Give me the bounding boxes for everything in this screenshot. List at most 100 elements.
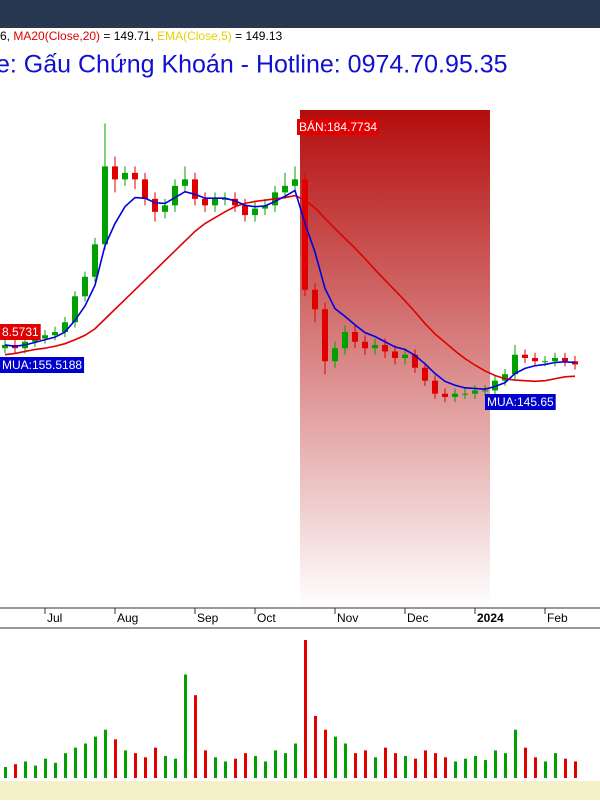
- candle-body: [282, 185, 288, 193]
- volume-bar: [534, 757, 537, 778]
- indicator-line: [4, 189, 576, 390]
- volume-bar: [74, 747, 77, 778]
- volume-bar: [524, 747, 527, 778]
- candle-body: [512, 354, 518, 375]
- candle-body: [402, 354, 408, 358]
- candle-body: [82, 276, 88, 297]
- volume-bar: [114, 739, 117, 778]
- candle-body: [462, 393, 468, 395]
- volume-bar: [84, 743, 87, 778]
- candle-body: [502, 374, 508, 381]
- volume-bar: [264, 761, 267, 778]
- volume-bar: [444, 757, 447, 778]
- candle-body: [222, 198, 228, 200]
- volume-bar: [104, 729, 107, 778]
- x-tick-label: Dec: [407, 611, 428, 625]
- volume-bar: [34, 765, 37, 778]
- candle-body: [412, 354, 418, 368]
- annotation-box: [0, 357, 85, 373]
- annotation-label: BÁN:184.7734: [299, 119, 377, 134]
- x-tick-label: Feb: [547, 611, 568, 625]
- volume-bar: [554, 753, 557, 778]
- legend-text: = 149.71,: [100, 29, 157, 43]
- candle-body: [382, 344, 388, 352]
- candle-body: [452, 393, 458, 397]
- candle-body: [152, 198, 158, 212]
- volume-bar: [334, 736, 337, 778]
- volume-bar: [414, 758, 417, 778]
- volume-bar: [354, 753, 357, 778]
- volume-bar: [484, 760, 487, 778]
- volume-bar: [134, 753, 137, 778]
- volume-bar: [4, 766, 7, 778]
- volume-bar: [44, 758, 47, 778]
- volume-bar: [464, 758, 467, 778]
- candle-body: [142, 179, 148, 199]
- volume-bar: [494, 750, 497, 778]
- candle-body: [302, 179, 308, 290]
- candle-body: [72, 296, 78, 323]
- legend-text: = 149.13: [232, 29, 283, 43]
- volume-bar: [194, 695, 197, 778]
- bottom-bar: [0, 781, 600, 800]
- candle-body: [562, 357, 568, 362]
- volume-bar: [514, 729, 517, 778]
- volume-bar: [164, 755, 167, 778]
- candle-body: [132, 172, 138, 180]
- volume-bar: [364, 750, 367, 778]
- candle-body: [432, 380, 438, 394]
- volume-bar: [394, 753, 397, 778]
- candle-body: [192, 179, 198, 199]
- x-tick-label: Sep: [197, 611, 219, 625]
- legend-text: MA20(Close,20): [13, 29, 100, 43]
- volume-bar: [154, 747, 157, 778]
- legend-text: EMA(Close,5): [157, 29, 232, 43]
- volume-bar: [344, 743, 347, 778]
- annotation-label: 8.5731: [2, 325, 39, 339]
- volume-bar: [384, 747, 387, 778]
- volume-bar: [424, 750, 427, 778]
- candle-body: [292, 179, 298, 186]
- volume-bar: [454, 761, 457, 778]
- candle-body: [252, 208, 258, 216]
- x-tick-label: Oct: [257, 611, 276, 625]
- volume-bar: [214, 757, 217, 778]
- volume-bar: [294, 743, 297, 778]
- volume-bar: [144, 757, 147, 778]
- x-tick-label: Nov: [337, 611, 358, 625]
- top-bar: [0, 0, 600, 28]
- candle-body: [372, 344, 378, 349]
- candle-body: [322, 309, 328, 362]
- volume-bar: [244, 753, 247, 778]
- x-tick-label: Aug: [117, 611, 138, 625]
- candle-body: [442, 393, 448, 397]
- volume-bar: [564, 758, 567, 778]
- candle-body: [532, 357, 538, 362]
- volume-bar: [434, 753, 437, 778]
- candle-body: [122, 172, 128, 180]
- volume-bar: [574, 761, 577, 778]
- volume-bar: [314, 715, 317, 778]
- volume-bar: [504, 753, 507, 778]
- candle-body: [202, 198, 208, 206]
- volume-bar: [374, 757, 377, 778]
- volume-bar: [14, 764, 17, 778]
- candle-body: [172, 185, 178, 206]
- annotation-box: [297, 119, 380, 135]
- legend-text: 6,: [0, 29, 13, 43]
- volume-bar: [204, 750, 207, 778]
- volume-bar: [474, 755, 477, 778]
- volume-bar: [224, 761, 227, 778]
- candle-body: [112, 166, 118, 180]
- volume-bar: [304, 640, 307, 778]
- candle-body: [42, 335, 48, 339]
- candle-body: [572, 361, 578, 365]
- candle-body: [92, 244, 98, 277]
- annotation-box: [485, 394, 556, 410]
- candle-body: [352, 331, 358, 342]
- candle-body: [482, 390, 488, 392]
- candle-body: [472, 390, 478, 394]
- candle-body: [522, 354, 528, 358]
